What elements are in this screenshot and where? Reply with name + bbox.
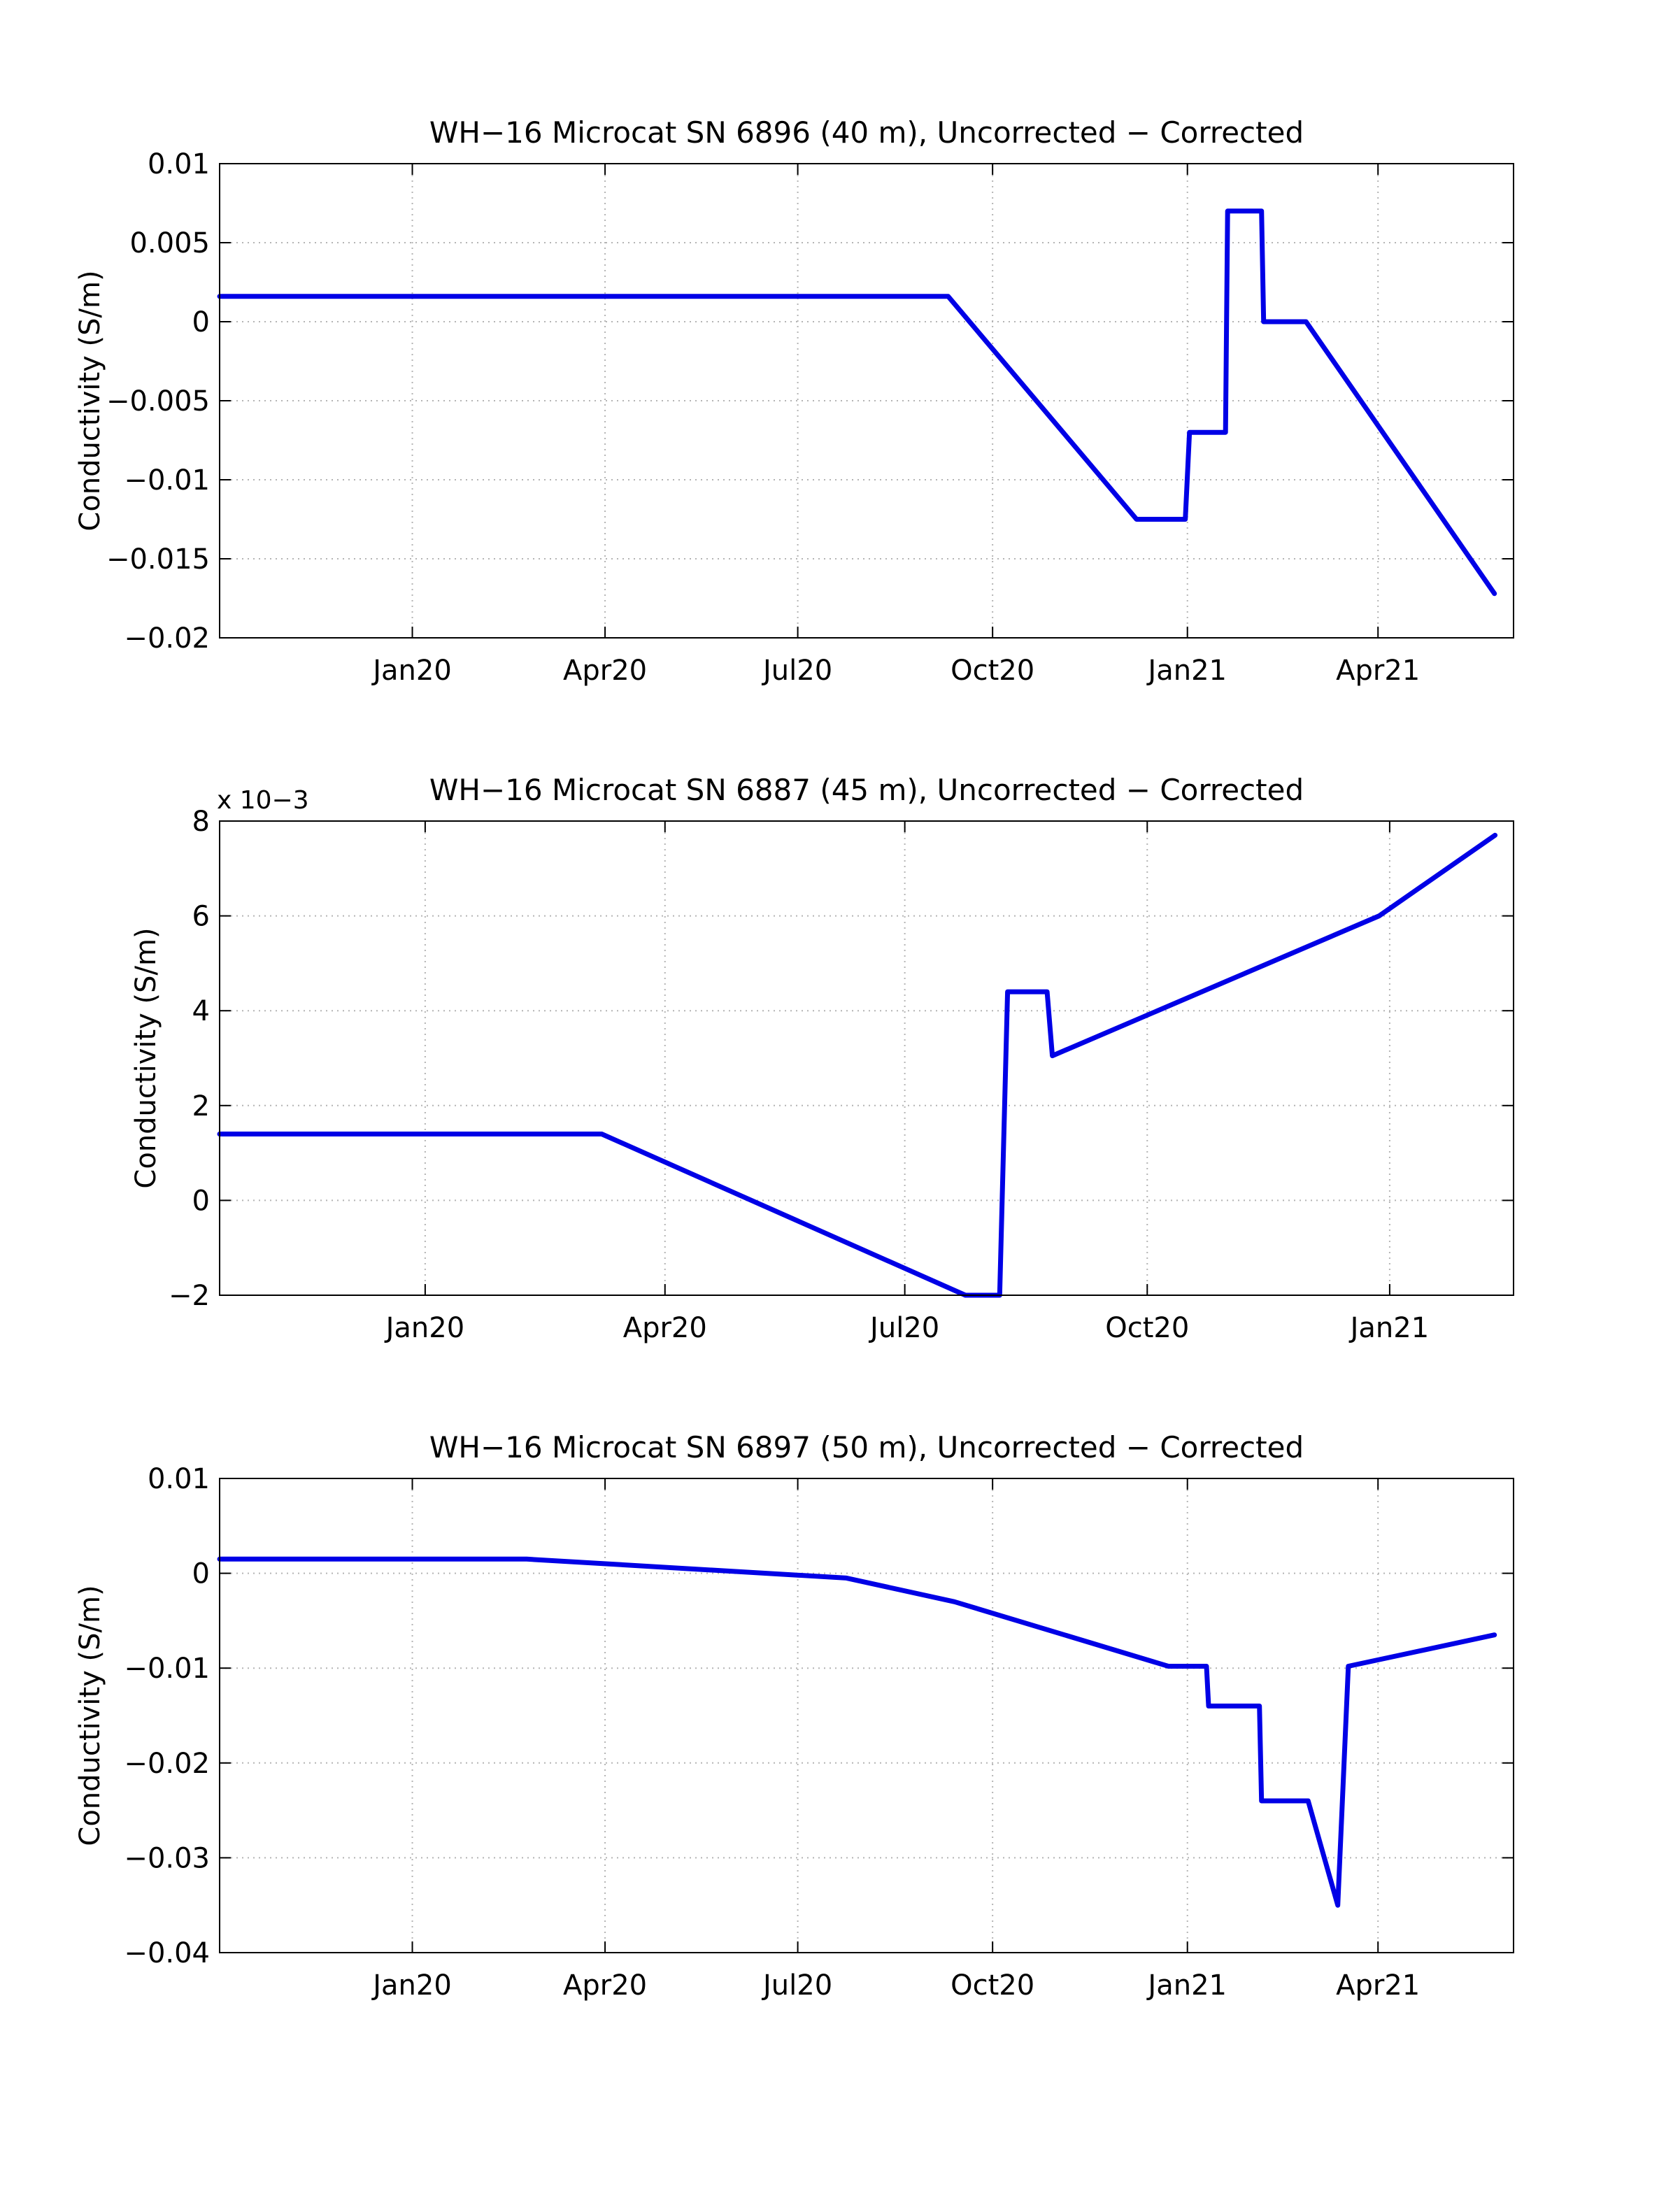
y-tick-label: −0.01 [124,464,210,497]
y-axis-exponent: x 10−3 [217,786,309,815]
x-tick-label: Jul20 [761,655,832,687]
x-tick-label: Apr20 [563,655,647,687]
y-tick-label: 0 [192,1185,210,1217]
plot-area [220,164,1514,638]
chart-panel-50m: WH−16 Microcat SN 6897 (50 m), Uncorrect… [74,1430,1514,2002]
x-tick-label: Jan21 [1348,1312,1430,1344]
y-tick-label: −0.02 [124,1748,210,1780]
y-tick-label: 0.01 [148,148,210,180]
x-tick-label: Oct20 [1105,1312,1189,1344]
y-axis-label: Conductivity (S/m) [74,1585,106,1846]
chart-title: WH−16 Microcat SN 6897 (50 m), Uncorrect… [429,1430,1304,1464]
chart-title: WH−16 Microcat SN 6896 (40 m), Uncorrect… [429,115,1304,150]
x-tick-label: Jan20 [371,1969,452,2002]
x-tick-label: Oct20 [951,655,1034,687]
plot-area [220,821,1514,1295]
series-line [217,832,1498,1298]
x-tick-label: Jul20 [868,1312,939,1344]
y-tick-label: 4 [192,995,210,1027]
x-tick-label: Jan20 [371,655,452,687]
y-tick-label: 0.01 [148,1463,210,1495]
y-tick-label: −0.04 [124,1937,210,1969]
y-tick-label: 0 [192,1558,210,1590]
x-tick-label: Jan21 [1146,655,1227,687]
x-tick-label: Jan21 [1146,1969,1227,2002]
chart-panel-40m: WH−16 Microcat SN 6896 (40 m), Uncorrect… [74,115,1514,687]
x-tick-label: Jan20 [384,1312,465,1344]
y-tick-label: −0.03 [124,1842,210,1874]
y-axis-label: Conductivity (S/m) [130,927,162,1188]
x-tick-label: Apr21 [1336,655,1420,687]
series-line [217,1556,1497,1908]
chart-panel-45m: WH−16 Microcat SN 6887 (45 m), Uncorrect… [130,773,1514,1344]
x-tick-label: Oct20 [951,1969,1034,2002]
y-tick-label: −0.005 [106,385,210,418]
y-tick-label: −0.015 [106,543,210,576]
y-tick-label: 0 [192,306,210,338]
y-tick-label: 8 [192,806,210,838]
y-tick-label: −2 [169,1280,210,1312]
x-tick-label: Jul20 [761,1969,832,2002]
y-tick-label: 2 [192,1090,210,1122]
plot-area [220,1478,1514,1953]
y-tick-label: 0.005 [129,227,210,259]
y-tick-label: 6 [192,901,210,933]
chart-title: WH−16 Microcat SN 6887 (45 m), Uncorrect… [429,773,1304,807]
x-tick-label: Apr21 [1336,1969,1420,2002]
plot-frame [219,820,1514,1296]
series-line [217,208,1497,597]
x-tick-label: Apr20 [623,1312,707,1344]
plot-frame [219,1478,1514,1953]
x-tick-label: Apr20 [563,1969,647,2002]
y-tick-label: −0.01 [124,1653,210,1685]
y-tick-label: −0.02 [124,622,210,655]
y-axis-label: Conductivity (S/m) [74,270,106,531]
